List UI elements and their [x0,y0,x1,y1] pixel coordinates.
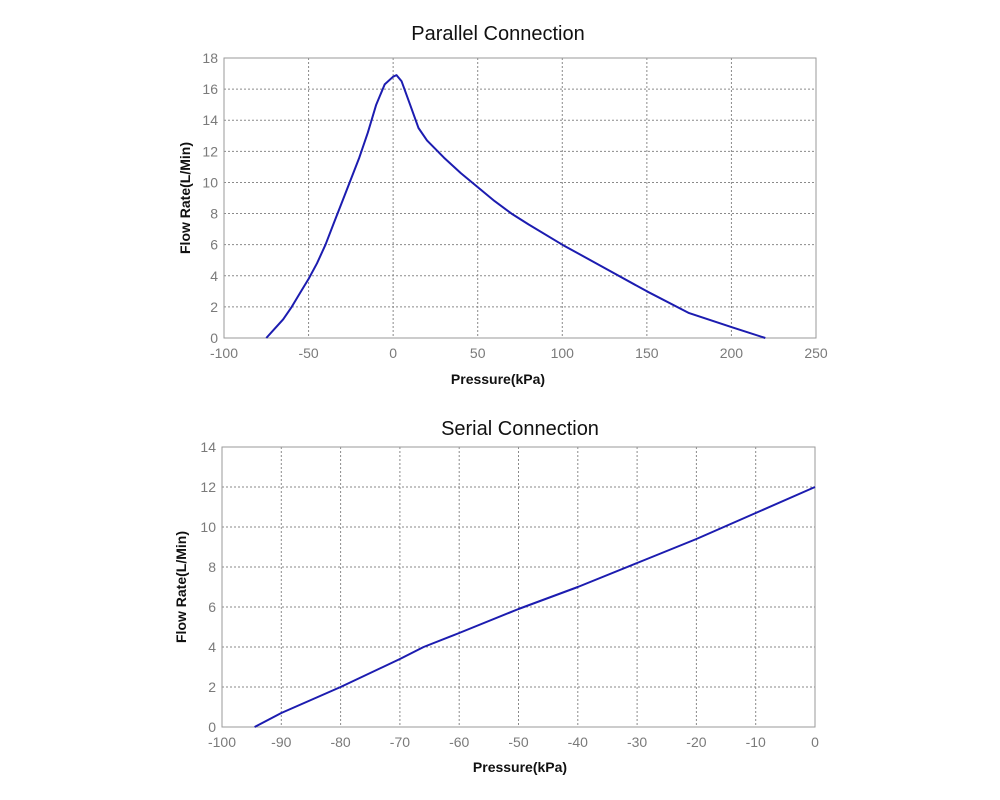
y-tick-label: 6 [210,237,218,253]
y-tick-label: 4 [210,268,218,284]
x-tick-label: 250 [804,345,828,361]
y-tick-label: 8 [208,559,216,575]
y-tick-label: 12 [200,479,216,495]
plot-frame [221,446,816,728]
serial-connection-chart: Serial Connection Pressure(kPa) Flow Rat… [173,418,819,775]
x-tick-label: 100 [551,345,575,361]
series-line [265,74,766,339]
y-tick-label: 14 [200,439,216,455]
y-tick-label: 8 [210,206,218,222]
x-tick-label: 0 [389,345,397,361]
x-tick-label: -40 [568,734,588,750]
y-tick-label: 6 [208,599,216,615]
y-tick-label: 0 [210,330,218,346]
y-tick-label: 16 [202,81,218,97]
x-tick-label: -60 [449,734,469,750]
x-tick-label: -70 [390,734,410,750]
x-tick-label: -10 [746,734,766,750]
x-tick-label: -100 [208,734,236,750]
y-tick-label: 0 [208,719,216,735]
series-line [254,486,816,728]
x-tick-label: 0 [811,734,819,750]
y-tick-label: 2 [210,299,218,315]
y-tick-label: 12 [202,143,218,159]
y-tick-label: 18 [202,50,218,66]
y-tick-label: 4 [208,639,216,655]
x-axis-label: Pressure(kPa) [473,759,567,775]
plot-frame [223,57,817,339]
x-tick-label: 50 [470,345,486,361]
x-tick-label: -30 [627,734,647,750]
y-tick-label: 10 [200,519,216,535]
x-tick-label: -20 [686,734,706,750]
y-tick-label: 14 [202,112,218,128]
y-axis-label: Flow Rate(L/Min) [173,531,189,643]
x-tick-label: -100 [210,345,238,361]
parallel-connection-chart: Parallel Connection Pressure(kPa) Flow R… [177,23,828,387]
x-tick-label: -50 [298,345,318,361]
chart-title: Parallel Connection [411,23,584,45]
y-tick-label: 10 [202,174,218,190]
x-tick-label: 200 [720,345,744,361]
x-axis-label: Pressure(kPa) [451,371,545,387]
x-tick-label: 150 [635,345,659,361]
y-axis-label: Flow Rate(L/Min) [177,142,193,254]
x-tick-label: -80 [330,734,350,750]
x-tick-label: -50 [508,734,528,750]
y-tick-label: 2 [208,679,216,695]
chart-title: Serial Connection [441,418,599,440]
x-tick-label: -90 [271,734,291,750]
